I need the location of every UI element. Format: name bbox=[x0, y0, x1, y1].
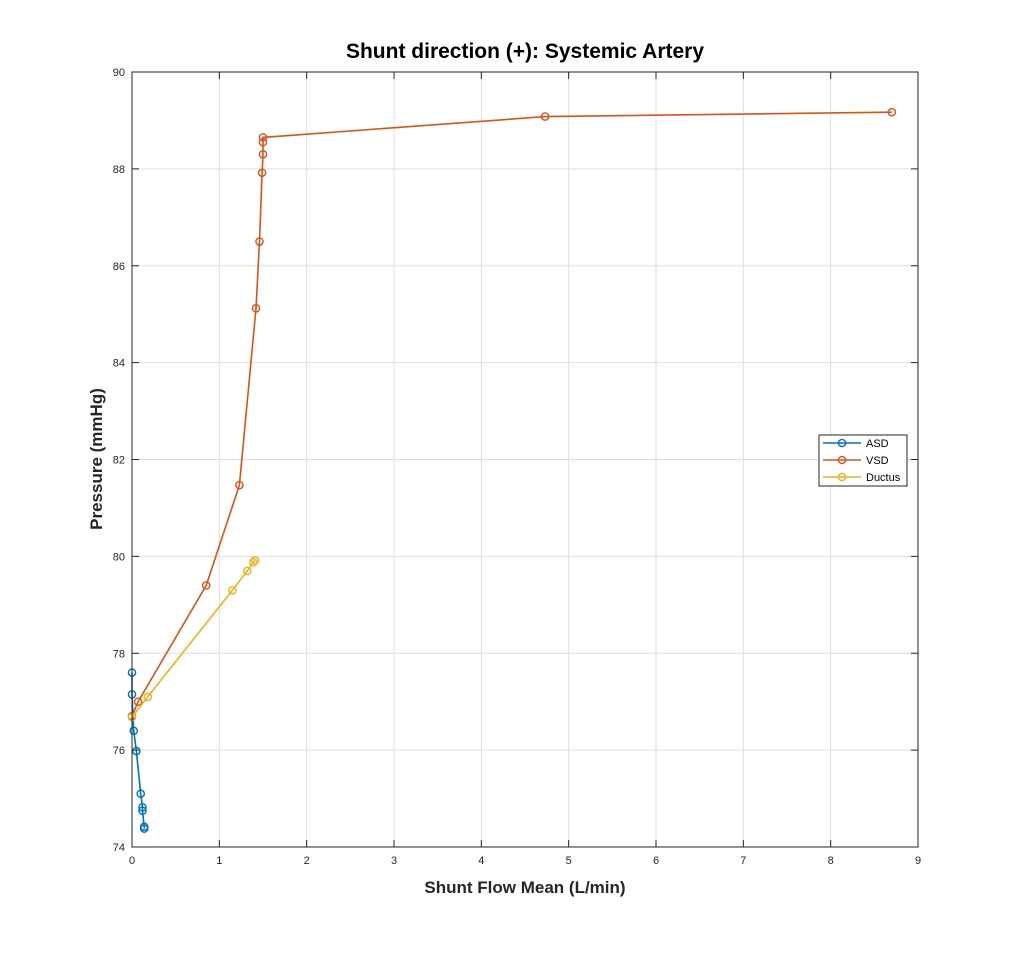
y-tick-label: 74 bbox=[113, 842, 125, 854]
x-tick-label: 3 bbox=[391, 855, 397, 867]
legend-entry: VSD bbox=[823, 455, 889, 467]
legend-label: ASD bbox=[866, 438, 889, 450]
series-line bbox=[131, 672, 145, 829]
data-point bbox=[201, 581, 211, 590]
x-tick-label: 0 bbox=[129, 855, 135, 867]
data-point bbox=[136, 789, 146, 799]
legend-label: VSD bbox=[866, 455, 889, 467]
data-point bbox=[132, 746, 141, 756]
series-ductus bbox=[127, 555, 260, 722]
data-point bbox=[258, 150, 268, 159]
legend: ASD VSD Ductus bbox=[818, 434, 908, 487]
x-tick-label: 4 bbox=[478, 855, 484, 867]
data-point bbox=[139, 824, 149, 833]
data-point bbox=[143, 692, 153, 702]
series-line bbox=[131, 111, 892, 717]
legend-marker bbox=[837, 472, 847, 482]
x-tick-label: 1 bbox=[216, 855, 222, 867]
y-tick-label: 82 bbox=[113, 455, 125, 467]
data-point bbox=[250, 555, 260, 565]
x-axis-label: Shunt Flow Mean (L/min) bbox=[424, 878, 625, 897]
x-tick-label: 2 bbox=[304, 855, 310, 867]
y-tick-label: 88 bbox=[113, 164, 125, 176]
legend-entry: ASD bbox=[823, 438, 889, 450]
series-asd bbox=[127, 668, 149, 833]
y-tick-label: 84 bbox=[113, 358, 125, 370]
data-point bbox=[258, 133, 268, 142]
chart-title: Shunt direction (+): Systemic Artery bbox=[346, 40, 704, 63]
data-point bbox=[228, 585, 237, 595]
data-point bbox=[257, 168, 267, 178]
y-tick-label: 90 bbox=[113, 67, 125, 79]
legend-marker bbox=[837, 455, 847, 465]
data-point bbox=[133, 697, 143, 706]
data-point bbox=[258, 137, 268, 147]
data-point bbox=[255, 237, 264, 246]
legend-items: ASD VSD Ductus bbox=[823, 438, 901, 484]
series-layer bbox=[127, 107, 897, 833]
legend-entry: Ductus bbox=[823, 472, 901, 484]
x-tick-label: 6 bbox=[653, 855, 659, 867]
x-tick-label: 9 bbox=[915, 855, 921, 867]
x-tick-label: 5 bbox=[566, 855, 572, 867]
data-point bbox=[540, 112, 550, 121]
y-tick-label: 80 bbox=[113, 551, 125, 563]
legend-marker bbox=[837, 438, 847, 448]
data-point bbox=[887, 107, 897, 117]
data-point bbox=[138, 806, 147, 815]
legend-label: Ductus bbox=[866, 472, 901, 484]
y-tick-label: 86 bbox=[113, 261, 125, 273]
y-tick-label: 78 bbox=[113, 648, 125, 660]
data-point bbox=[235, 480, 244, 490]
data-point bbox=[138, 802, 147, 812]
x-tick-label: 7 bbox=[740, 855, 746, 867]
data-point bbox=[129, 726, 139, 736]
series-vsd bbox=[127, 107, 897, 721]
data-point bbox=[242, 566, 252, 576]
y-tick-label: 76 bbox=[113, 745, 125, 757]
data-point bbox=[249, 557, 258, 567]
x-tick-label: 8 bbox=[828, 855, 834, 867]
data-point bbox=[251, 304, 261, 313]
y-axis-label: Pressure (mmHg) bbox=[87, 388, 106, 530]
